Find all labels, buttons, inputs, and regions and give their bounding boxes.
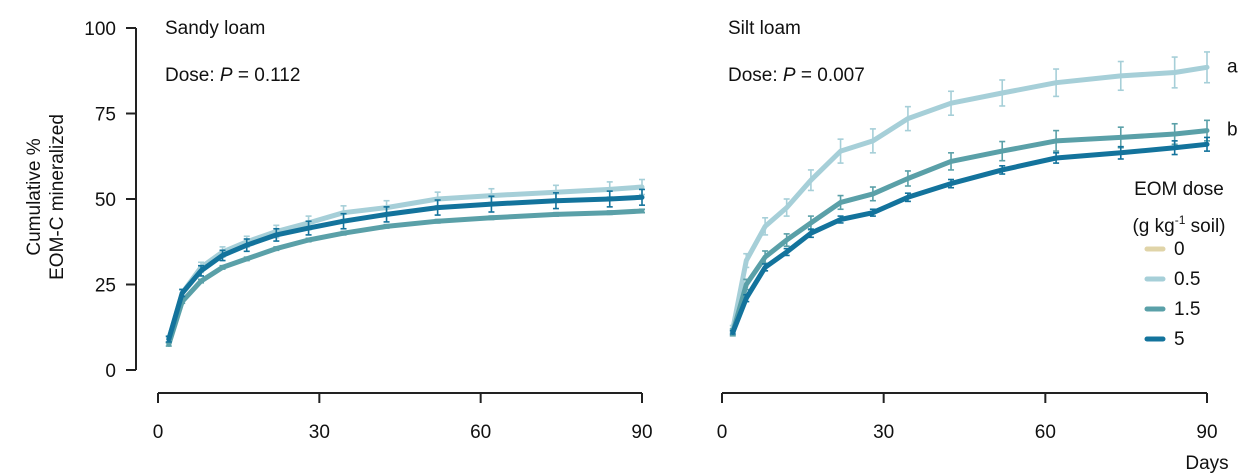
panel-silt-loam: Silt loam Dose: P = 0.007 0 30 60 90 ab — [717, 18, 1238, 443]
legend-label: 0.5 — [1174, 269, 1200, 290]
significance-letter: b — [1227, 120, 1238, 141]
legend-entry: 0.5 — [1144, 269, 1200, 290]
series-group-silt-loam: ab — [729, 51, 1238, 337]
panel-title-sandy-loam: Sandy loam — [165, 18, 265, 39]
x-axis-ticks-sandy-loam: 0 30 60 90 — [153, 393, 653, 443]
y-tick-label: 25 — [95, 276, 116, 297]
y-axis-label-line2: EOM-C mineralized — [47, 114, 68, 280]
legend-label: 1.5 — [1174, 299, 1200, 320]
x-tick-label: 90 — [1196, 422, 1217, 443]
series-0_5 — [729, 51, 1210, 334]
x-tick-label: 60 — [1035, 422, 1056, 443]
series-5 — [729, 136, 1210, 335]
legend-label: 0 — [1174, 239, 1185, 260]
legend-label: 5 — [1174, 329, 1185, 350]
series-line — [166, 184, 645, 342]
legend-title-line2: (g kg-1 soil) — [1132, 213, 1225, 237]
x-tick-label: 0 — [717, 422, 728, 443]
legend-entry: 1.5 — [1144, 299, 1200, 320]
legend-title-line1: EOM dose — [1134, 179, 1224, 200]
legend-entries: 0 0.5 1.5 5 — [1144, 239, 1200, 350]
x-tick-label: 30 — [873, 422, 894, 443]
x-axis-label: Days — [1185, 453, 1228, 474]
series-line — [730, 64, 1210, 332]
series-line — [730, 141, 1210, 335]
series-5 — [165, 188, 645, 343]
panel-stat-sandy-loam: Dose: P = 0.112 — [165, 65, 300, 86]
x-axis-ticks-silt-loam: 0 30 60 90 — [717, 393, 1218, 443]
series-line — [730, 128, 1210, 335]
y-axis-ticks: 0 25 50 75 100 — [84, 19, 136, 382]
y-tick-label: 0 — [105, 361, 116, 382]
y-tick-label: 75 — [95, 105, 116, 126]
legend-entry: 5 — [1144, 329, 1185, 350]
panel-title-silt-loam: Silt loam — [728, 18, 801, 39]
x-tick-label: 60 — [470, 422, 491, 443]
y-axis-label-line1: Cumulative % — [24, 138, 45, 255]
series-line — [166, 194, 645, 342]
legend: EOM dose (g kg-1 soil) 0 0.5 1.5 5 — [1132, 179, 1225, 350]
significance-letter: a — [1227, 56, 1238, 77]
panel-stat-silt-loam: Dose: P = 0.007 — [728, 65, 865, 86]
x-tick-label: 30 — [309, 422, 330, 443]
legend-entry: 0 — [1144, 239, 1185, 260]
series-line — [166, 208, 645, 347]
y-tick-label: 100 — [84, 19, 116, 40]
panel-sandy-loam: Sandy loam Dose: P = 0.112 0 30 60 90 — [153, 18, 653, 443]
series-1_5 — [165, 208, 645, 347]
y-tick-label: 50 — [95, 190, 116, 211]
series-group-sandy-loam — [165, 178, 645, 347]
x-tick-label: 0 — [153, 422, 164, 443]
x-tick-label: 90 — [631, 422, 652, 443]
